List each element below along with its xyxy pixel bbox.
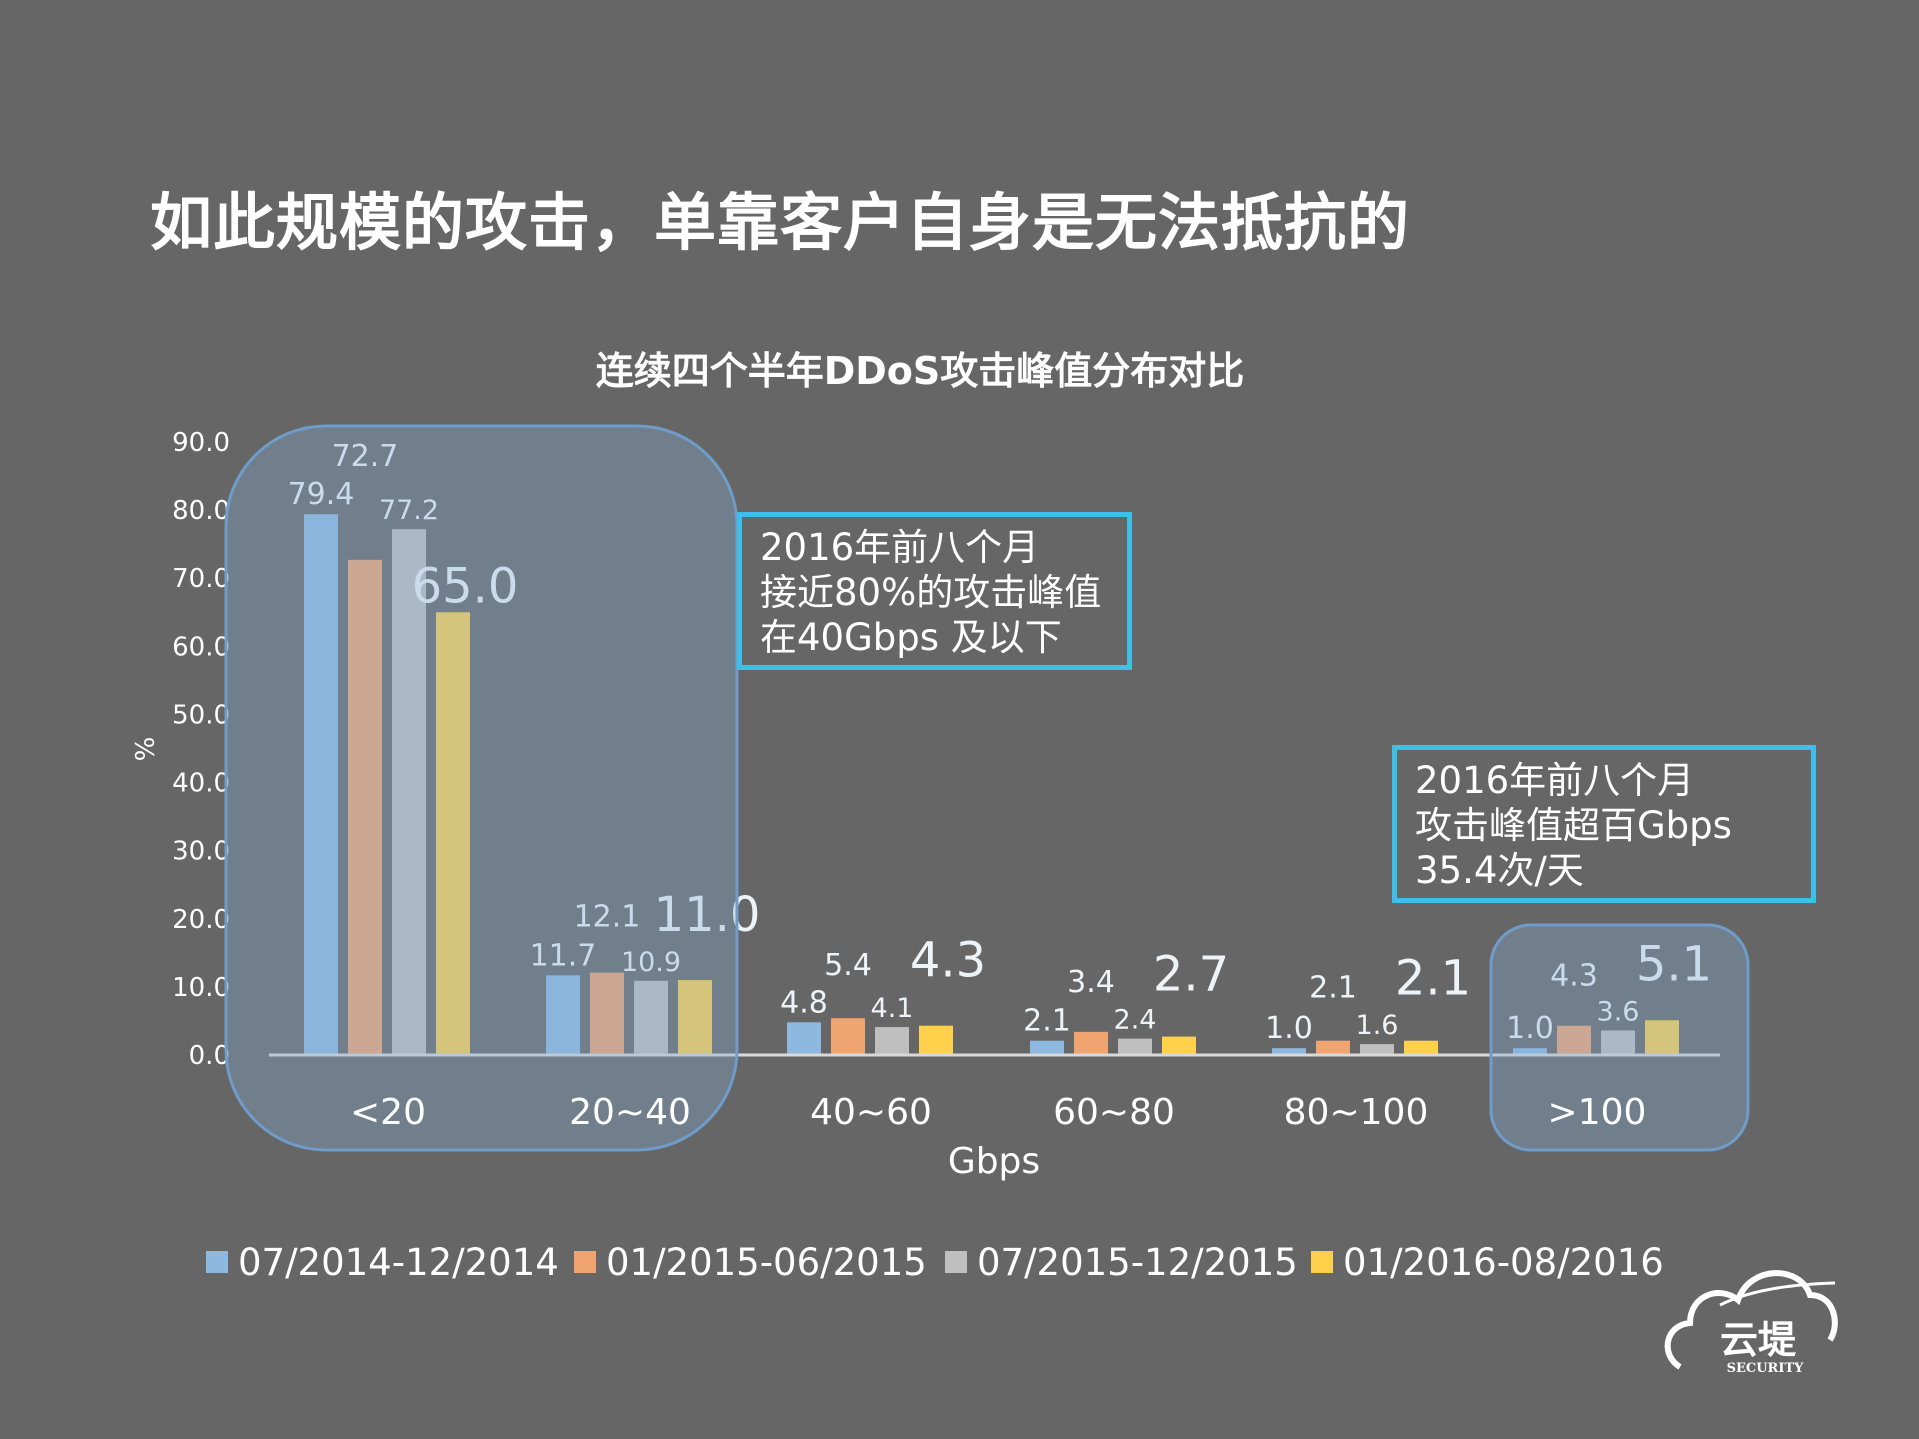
bar-80~100-series-4 (1404, 1040, 1438, 1055)
legend-label: 07/2014-12/2014 (238, 1241, 559, 1284)
callout-box-40gbps: 2016年前八个月 接近80%的攻击峰值 在40Gbps 及以下 (737, 512, 1132, 670)
data-label: 2.1 (1309, 971, 1357, 1006)
bar-20~40-series-1 (546, 975, 580, 1055)
data-label: 65.0 (412, 558, 519, 614)
x-tick-label: 20~40 (569, 1092, 691, 1133)
bar-20~40-series-4 (678, 980, 712, 1055)
data-label: 4.8 (780, 985, 828, 1020)
y-tick-label: 10.0 (172, 973, 230, 1003)
data-label: 5.4 (824, 948, 872, 983)
legend-swatch (206, 1251, 228, 1273)
bar-<20-series-4 (436, 612, 470, 1055)
bar->100-series-2 (1557, 1025, 1591, 1055)
y-tick-label: 50.0 (172, 700, 230, 730)
x-tick-label: 60~80 (1053, 1092, 1175, 1133)
legend-swatch (945, 1251, 967, 1273)
y-tick-label: 90.0 (172, 428, 230, 458)
data-label: 4.1 (871, 993, 914, 1024)
y-tick-label: 80.0 (172, 496, 230, 526)
highlight-region-under-40gbps (224, 424, 739, 1152)
bar-40~60-series-4 (919, 1025, 953, 1055)
y-axis-label: % (131, 737, 161, 762)
bar-60~80-series-1 (1030, 1040, 1064, 1055)
x-tick-label: 80~100 (1284, 1092, 1429, 1133)
data-label: 10.9 (621, 947, 681, 978)
legend-swatch (574, 1251, 596, 1273)
y-tick-label: 20.0 (172, 905, 230, 935)
data-label: 72.7 (332, 439, 399, 474)
data-label: 2.7 (1153, 947, 1229, 1003)
bar-60~80-series-4 (1162, 1036, 1196, 1055)
legend-label: 01/2016-08/2016 (1343, 1241, 1664, 1284)
y-tick-label: 0.0 (189, 1041, 230, 1071)
bar-80~100-series-1 (1272, 1048, 1306, 1055)
callout-line: 攻击峰值超百Gbps (1415, 804, 1732, 847)
bar-40~60-series-1 (787, 1022, 821, 1055)
y-tick-label: 40.0 (172, 769, 230, 799)
callout-line: 在40Gbps 及以下 (760, 616, 1062, 659)
bar-60~80-series-2 (1074, 1031, 1108, 1055)
data-label: 3.6 (1597, 996, 1640, 1027)
data-label: 1.0 (1506, 1011, 1554, 1046)
legend-swatch (1311, 1251, 1333, 1273)
data-label: 4.3 (910, 933, 986, 989)
callout-box-100gbps: 2016年前八个月 攻击峰值超百Gbps 35.4次/天 (1392, 745, 1816, 903)
bar->100-series-4 (1645, 1020, 1679, 1055)
highlight-region-over-100gbps (1489, 923, 1750, 1152)
data-label: 5.1 (1636, 936, 1712, 992)
data-label: 2.1 (1395, 951, 1471, 1007)
cloud-icon (1664, 1270, 1838, 1370)
svg-text:云堤: 云堤 (1720, 1318, 1797, 1362)
bar-20~40-series-3 (634, 980, 668, 1055)
data-label: 12.1 (574, 900, 641, 935)
data-label: 1.0 (1265, 1011, 1313, 1046)
data-label: 4.3 (1550, 959, 1598, 994)
bar-80~100-series-3 (1360, 1044, 1394, 1055)
data-label: 77.2 (379, 495, 439, 526)
bar-<20-series-2 (348, 559, 382, 1055)
bar-40~60-series-3 (875, 1027, 909, 1055)
data-label: 1.6 (1356, 1010, 1399, 1041)
legend-label: 01/2015-06/2015 (606, 1241, 927, 1284)
callout-line: 35.4次/天 (1415, 849, 1584, 892)
data-label: 2.1 (1023, 1004, 1071, 1039)
bar-80~100-series-2 (1316, 1040, 1350, 1055)
data-label: 2.4 (1114, 1005, 1157, 1036)
x-tick-label: >100 (1548, 1092, 1647, 1133)
y-tick-label: 70.0 (172, 564, 230, 594)
bar-60~80-series-3 (1118, 1038, 1152, 1055)
svg-text:SECURITY: SECURITY (1727, 1361, 1805, 1376)
bar-<20-series-1 (304, 514, 338, 1055)
callout-line: 2016年前八个月 (1415, 759, 1695, 802)
data-label: 3.4 (1067, 965, 1115, 1000)
data-label: 79.4 (288, 477, 355, 512)
x-tick-label: 40~60 (810, 1092, 932, 1133)
bar-20~40-series-2 (590, 972, 624, 1055)
bar->100-series-3 (1601, 1030, 1635, 1055)
legend-label: 07/2015-12/2015 (977, 1241, 1298, 1284)
callout-line: 接近80%的攻击峰值 (760, 571, 1102, 614)
x-axis-label: Gbps (948, 1141, 1040, 1182)
bar-40~60-series-2 (831, 1018, 865, 1055)
bar-<20-series-3 (392, 529, 426, 1055)
y-tick-label: 30.0 (172, 837, 230, 867)
bar->100-series-1 (1513, 1048, 1547, 1055)
data-label: 11.7 (530, 938, 597, 973)
y-tick-label: 60.0 (172, 632, 230, 662)
x-tick-label: <20 (350, 1092, 426, 1133)
yundi-security-logo: 云堤 SECURITY (1664, 1270, 1838, 1376)
callout-line: 2016年前八个月 (760, 526, 1040, 569)
data-label: 11.0 (654, 887, 761, 943)
chart-title: 连续四个半年DDoS攻击峰值分布对比 (596, 349, 1245, 393)
slide-title: 如此规模的攻击，单靠客户自身是无法抵抗的 (150, 186, 1411, 259)
